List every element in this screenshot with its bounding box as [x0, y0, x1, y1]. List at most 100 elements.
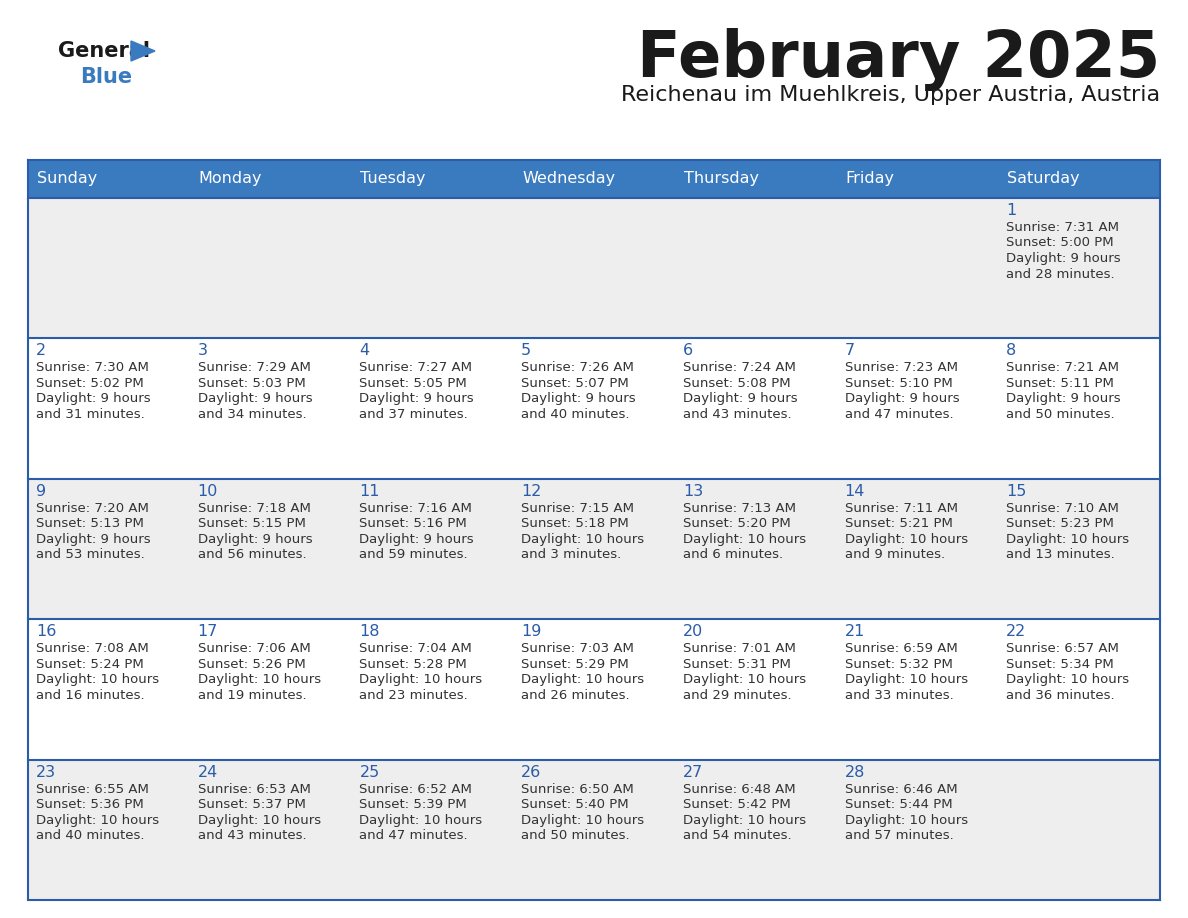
Text: 5: 5 — [522, 343, 531, 358]
Text: Sunrise: 7:23 AM: Sunrise: 7:23 AM — [845, 362, 958, 375]
Text: and 19 minutes.: and 19 minutes. — [197, 688, 307, 701]
Text: Sunrise: 6:48 AM: Sunrise: 6:48 AM — [683, 783, 796, 796]
Bar — [190, 160, 352, 198]
Text: and 54 minutes.: and 54 minutes. — [683, 829, 791, 842]
Text: Sunset: 5:44 PM: Sunset: 5:44 PM — [845, 798, 953, 812]
Text: and 43 minutes.: and 43 minutes. — [197, 829, 307, 842]
Text: Sunrise: 7:18 AM: Sunrise: 7:18 AM — [197, 502, 310, 515]
Bar — [836, 479, 998, 620]
Bar — [998, 479, 1159, 620]
Text: 24: 24 — [197, 765, 217, 779]
Text: and 40 minutes.: and 40 minutes. — [522, 408, 630, 420]
Text: and 34 minutes.: and 34 minutes. — [197, 408, 307, 420]
Text: Sunset: 5:24 PM: Sunset: 5:24 PM — [36, 657, 144, 671]
Text: and 56 minutes.: and 56 minutes. — [197, 548, 307, 561]
Bar — [29, 160, 190, 198]
Text: Sunrise: 6:57 AM: Sunrise: 6:57 AM — [1006, 643, 1119, 655]
Text: Sunset: 5:39 PM: Sunset: 5:39 PM — [360, 798, 467, 812]
Text: and 53 minutes.: and 53 minutes. — [36, 548, 145, 561]
Text: Sunset: 5:34 PM: Sunset: 5:34 PM — [1006, 657, 1114, 671]
Text: Sunrise: 6:55 AM: Sunrise: 6:55 AM — [36, 783, 148, 796]
Text: Reichenau im Muehlkreis, Upper Austria, Austria: Reichenau im Muehlkreis, Upper Austria, … — [621, 85, 1159, 105]
Text: Sunrise: 7:11 AM: Sunrise: 7:11 AM — [845, 502, 958, 515]
Text: and 6 minutes.: and 6 minutes. — [683, 548, 783, 561]
Text: Sunday: Sunday — [37, 172, 97, 186]
Text: 14: 14 — [845, 484, 865, 498]
Text: Daylight: 9 hours: Daylight: 9 hours — [522, 392, 636, 406]
Text: 9: 9 — [36, 484, 46, 498]
Text: Sunset: 5:11 PM: Sunset: 5:11 PM — [1006, 377, 1114, 390]
Text: Daylight: 9 hours: Daylight: 9 hours — [197, 532, 312, 546]
Text: and 47 minutes.: and 47 minutes. — [845, 408, 953, 420]
Bar — [675, 160, 836, 198]
Text: Tuesday: Tuesday — [360, 172, 426, 186]
Text: Sunrise: 7:27 AM: Sunrise: 7:27 AM — [360, 362, 473, 375]
Text: Daylight: 10 hours: Daylight: 10 hours — [197, 813, 321, 826]
Bar — [29, 479, 190, 620]
Text: Sunset: 5:42 PM: Sunset: 5:42 PM — [683, 798, 790, 812]
Bar — [675, 198, 836, 339]
Text: 3: 3 — [197, 343, 208, 358]
Text: Sunset: 5:05 PM: Sunset: 5:05 PM — [360, 377, 467, 390]
Text: Daylight: 10 hours: Daylight: 10 hours — [1006, 532, 1130, 546]
Text: and 28 minutes.: and 28 minutes. — [1006, 267, 1114, 281]
Text: Daylight: 10 hours: Daylight: 10 hours — [683, 813, 805, 826]
Text: Daylight: 9 hours: Daylight: 9 hours — [360, 392, 474, 406]
Text: Daylight: 10 hours: Daylight: 10 hours — [683, 673, 805, 686]
Text: Daylight: 9 hours: Daylight: 9 hours — [683, 392, 797, 406]
Text: 18: 18 — [360, 624, 380, 639]
Text: and 40 minutes.: and 40 minutes. — [36, 829, 145, 842]
Text: Sunset: 5:00 PM: Sunset: 5:00 PM — [1006, 237, 1114, 250]
Text: Sunset: 5:02 PM: Sunset: 5:02 PM — [36, 377, 144, 390]
Text: 10: 10 — [197, 484, 219, 498]
Text: and 59 minutes.: and 59 minutes. — [360, 548, 468, 561]
Text: Sunrise: 6:50 AM: Sunrise: 6:50 AM — [522, 783, 634, 796]
Text: Daylight: 10 hours: Daylight: 10 hours — [360, 673, 482, 686]
Bar — [29, 759, 190, 900]
Text: Sunrise: 7:30 AM: Sunrise: 7:30 AM — [36, 362, 148, 375]
Text: 13: 13 — [683, 484, 703, 498]
Text: 25: 25 — [360, 765, 380, 779]
Text: Sunrise: 7:03 AM: Sunrise: 7:03 AM — [522, 643, 634, 655]
Text: Sunrise: 6:53 AM: Sunrise: 6:53 AM — [197, 783, 310, 796]
Text: and 31 minutes.: and 31 minutes. — [36, 408, 145, 420]
Bar — [352, 198, 513, 339]
Bar — [998, 339, 1159, 479]
Text: Sunrise: 7:26 AM: Sunrise: 7:26 AM — [522, 362, 634, 375]
Polygon shape — [131, 41, 154, 61]
Text: Daylight: 9 hours: Daylight: 9 hours — [1006, 252, 1121, 265]
Text: 11: 11 — [360, 484, 380, 498]
Text: and 33 minutes.: and 33 minutes. — [845, 688, 953, 701]
Bar — [190, 339, 352, 479]
Bar — [29, 198, 190, 339]
Text: February 2025: February 2025 — [637, 28, 1159, 91]
Text: Thursday: Thursday — [684, 172, 759, 186]
Text: Sunset: 5:21 PM: Sunset: 5:21 PM — [845, 518, 953, 531]
Text: Daylight: 10 hours: Daylight: 10 hours — [522, 673, 644, 686]
Bar — [998, 759, 1159, 900]
Text: Daylight: 9 hours: Daylight: 9 hours — [1006, 392, 1121, 406]
Text: 20: 20 — [683, 624, 703, 639]
Bar — [836, 198, 998, 339]
Text: and 47 minutes.: and 47 minutes. — [360, 829, 468, 842]
Bar — [513, 339, 675, 479]
Text: General: General — [58, 41, 150, 61]
Text: Sunset: 5:40 PM: Sunset: 5:40 PM — [522, 798, 628, 812]
Text: and 50 minutes.: and 50 minutes. — [1006, 408, 1114, 420]
Text: Sunset: 5:15 PM: Sunset: 5:15 PM — [197, 518, 305, 531]
Bar — [836, 339, 998, 479]
Bar — [29, 339, 190, 479]
Text: Sunrise: 7:10 AM: Sunrise: 7:10 AM — [1006, 502, 1119, 515]
Text: 15: 15 — [1006, 484, 1026, 498]
Text: Daylight: 10 hours: Daylight: 10 hours — [845, 673, 968, 686]
Bar — [675, 620, 836, 759]
Text: Friday: Friday — [846, 172, 895, 186]
Text: Sunset: 5:13 PM: Sunset: 5:13 PM — [36, 518, 144, 531]
Text: Sunrise: 7:13 AM: Sunrise: 7:13 AM — [683, 502, 796, 515]
Text: Sunrise: 7:15 AM: Sunrise: 7:15 AM — [522, 502, 634, 515]
Bar — [836, 759, 998, 900]
Text: Sunset: 5:16 PM: Sunset: 5:16 PM — [360, 518, 467, 531]
Bar — [352, 479, 513, 620]
Bar — [190, 479, 352, 620]
Text: Daylight: 10 hours: Daylight: 10 hours — [522, 532, 644, 546]
